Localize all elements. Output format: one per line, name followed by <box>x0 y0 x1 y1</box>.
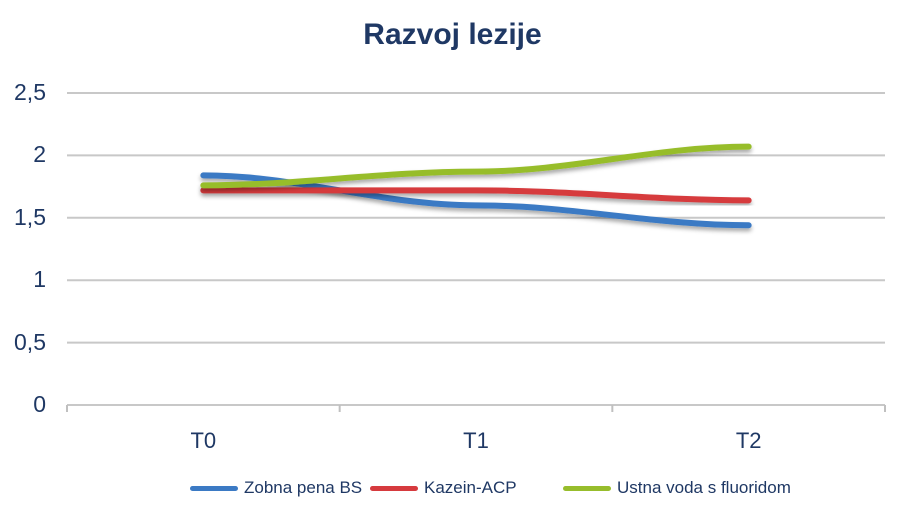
y-tick-label: 1,5 <box>14 203 46 230</box>
legend-item-ustna-voda: Ustna voda s fluoridom <box>563 478 791 498</box>
legend-item-kazein-acp: Kazein-ACP <box>370 478 517 498</box>
y-tick-label: 2,5 <box>14 79 46 105</box>
y-tick-label: 0,5 <box>14 328 46 355</box>
legend-label: Zobna pena BS <box>244 478 363 497</box>
legend-label: Ustna voda s fluoridom <box>617 478 791 497</box>
legend-swatch-blue <box>190 485 238 491</box>
legend-item-zobna-pena: Zobna pena BS <box>190 478 362 498</box>
chart-title: Razvoj lezije <box>363 18 542 51</box>
legend: Zobna pena BS Kazein-ACP Ustna voda s fl… <box>0 478 905 502</box>
y-tick-label: 2 <box>33 141 46 168</box>
legend-swatch-red <box>370 485 418 491</box>
x-tick-label: T0 <box>190 428 217 453</box>
legend-label: Kazein-ACP <box>424 478 517 497</box>
x-tick-label: T1 <box>463 428 489 453</box>
x-tick-label: T2 <box>735 428 762 453</box>
series-line-2 <box>200 143 752 189</box>
y-tick-label: 1 <box>33 266 46 293</box>
legend-swatch-green <box>563 485 611 491</box>
series-line-1 <box>200 187 752 204</box>
y-tick-label: 0 <box>33 391 46 417</box>
